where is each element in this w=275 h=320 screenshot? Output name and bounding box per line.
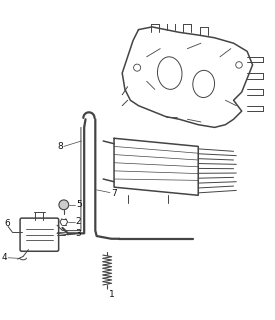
Circle shape xyxy=(59,200,69,210)
Text: 2: 2 xyxy=(76,217,81,227)
Text: 6: 6 xyxy=(5,219,10,228)
Text: 4: 4 xyxy=(2,253,7,262)
Text: 3: 3 xyxy=(76,229,81,238)
Text: 7: 7 xyxy=(111,189,117,198)
Text: 8: 8 xyxy=(57,142,63,151)
Text: 5: 5 xyxy=(76,200,82,209)
Text: 1: 1 xyxy=(109,290,114,299)
